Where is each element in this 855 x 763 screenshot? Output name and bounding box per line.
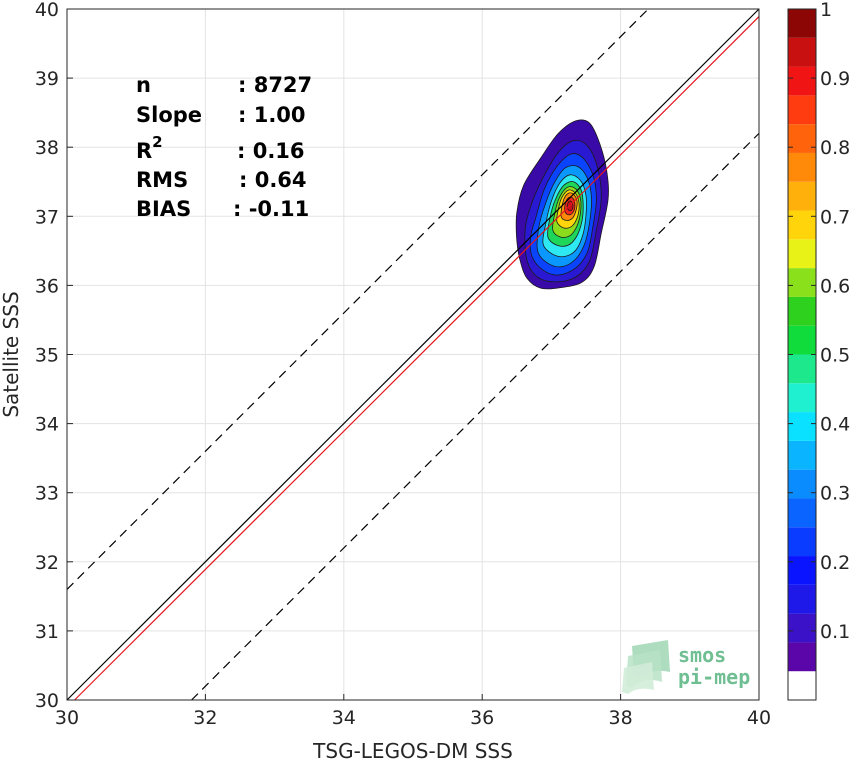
density-contours [515,119,609,290]
x-tick-label: 40 [747,707,771,729]
y-tick-label: 32 [35,552,59,574]
x-axis-ticks: 30 32 34 36 38 40 [55,694,771,729]
upper-bound-line [66,8,649,590]
lower-bound-line [191,132,760,701]
x-tick-label: 32 [193,707,217,729]
colorbar-tick-label: 0.1 [820,621,850,643]
colorbar-segment [788,9,816,38]
colorbar-tick-label: 1 [820,0,832,21]
stat-label: n [136,73,151,97]
x-tick-label: 36 [470,707,494,729]
smos-pi-mep-logo: smos pi-mep [622,640,750,694]
colorbar-segment [788,671,816,700]
colorbar-segment [788,95,816,125]
colorbar-tick-label: 0.4 [820,414,850,436]
colorbar-segment [788,152,816,182]
logo-wave-front [622,662,654,694]
colorbar-segment [788,412,816,441]
colorbar-tick-label: 0.9 [820,68,850,90]
logo-text-pi-mep: pi-mep [678,665,750,689]
y-tick-label: 30 [35,690,59,712]
y-tick-label: 40 [35,0,59,21]
stat-superscript: 2 [152,133,162,151]
y-tick-label: 39 [35,68,59,90]
stat-value: : 8727 [238,73,312,97]
colorbar-segment [788,642,816,672]
colorbar-tick-label: 0.3 [820,483,850,505]
stat-label: R2 [136,133,163,163]
stat-label: BIAS [136,197,191,221]
y-tick-label: 37 [35,206,59,228]
colorbar-segment [788,469,816,499]
colorbar: 0.1 0.2 0.3 0.4 0.5 0.6 0.7 0.8 0.9 1 [787,0,850,701]
x-axis-label: TSG-LEGOS-DM SSS [312,739,513,763]
reference-lines [66,8,760,701]
statistics-box: n : 8727 Slope : 1.00 R2 : 0.16 RMS : 0.64 BIAS:… [136,73,312,221]
logo-text-smos: smos [678,643,726,667]
colorbar-segment [788,325,816,355]
y-tick-label: 38 [35,137,59,159]
colorbar-segment [788,37,816,67]
colorbar-segment [788,181,816,211]
stat-value: : 1.00 [238,103,306,127]
stat-label: RMS [136,168,188,192]
stat-label: Slope [136,103,202,127]
stat-value: : -0.11 [233,197,309,221]
colorbar-segment [788,354,816,384]
y-axis-label: Satellite SSS [0,291,23,417]
colorbar-tick-label: 0.6 [820,275,850,297]
y-tick-label: 33 [35,483,59,505]
colorbar-tick-label: 0.2 [820,552,850,574]
y-tick-label: 35 [35,345,59,367]
stat-value: : 0.64 [239,168,307,192]
x-tick-label: 34 [332,707,356,729]
colorbar-segment [788,268,816,297]
colorbar-segment [788,584,816,614]
y-tick-label: 34 [35,414,59,436]
colorbar-segment [788,498,816,528]
colorbar-segment [788,527,816,557]
colorbar-segment [788,440,816,470]
colorbar-segment [788,613,816,643]
x-tick-label: 38 [609,707,633,729]
colorbar-tick-label: 0.8 [820,137,850,159]
x-tick-label: 30 [55,707,79,729]
colorbar-segment [788,383,816,413]
y-tick-label: 36 [35,275,59,297]
colorbar-segment [788,210,816,240]
y-axis-ticks: 30 31 32 33 34 35 36 37 38 39 40 [35,0,73,712]
colorbar-tick-label: 0.5 [820,345,850,367]
colorbar-tick-label: 0.7 [820,206,850,228]
colorbar-segment [788,556,816,585]
colorbar-segment [788,296,816,326]
stat-value: : 0.16 [237,139,305,163]
regression-line [74,16,760,701]
identity-line [66,8,760,701]
colorbar-segment [788,239,816,269]
y-tick-label: 31 [35,621,59,643]
colorbar-segment [788,66,816,96]
colorbar-segment [788,124,816,153]
